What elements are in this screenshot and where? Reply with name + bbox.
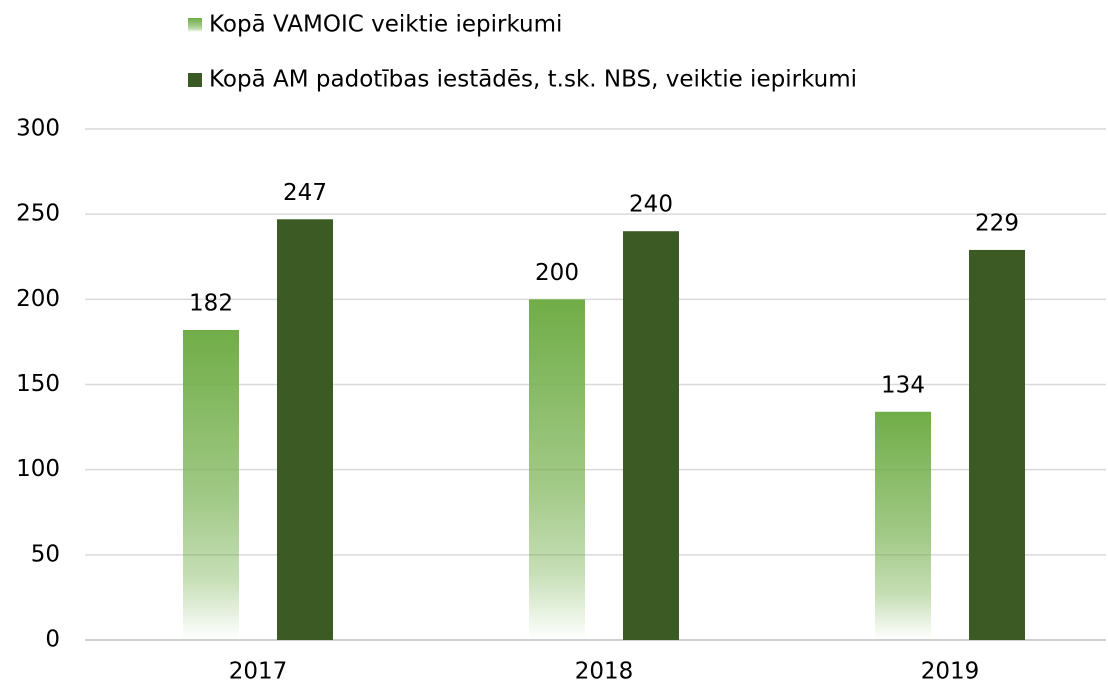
bar	[875, 411, 931, 640]
y-tick-label: 0	[45, 627, 60, 653]
legend-label: Kopā VAMOIC veiktie iepirkumi	[209, 12, 562, 38]
bar	[969, 249, 1025, 641]
legend-swatch	[188, 18, 202, 32]
legend-label: Kopā AM padotības iestādēs, t.sk. NBS, v…	[209, 67, 857, 93]
legend-swatch	[188, 73, 202, 87]
bar	[529, 299, 585, 640]
value-label: 240	[629, 192, 673, 218]
y-tick-label: 250	[16, 201, 60, 227]
x-tick-label: 2018	[575, 659, 634, 685]
value-label: 229	[975, 210, 1019, 236]
value-label: 247	[283, 180, 327, 206]
bar	[623, 231, 679, 640]
value-label: 200	[535, 260, 579, 286]
y-tick-label: 200	[16, 286, 60, 312]
bar	[183, 329, 239, 640]
x-tick-label: 2017	[229, 659, 288, 685]
y-tick-label: 300	[16, 116, 60, 142]
value-label: 134	[881, 372, 925, 398]
x-tick-label: 2019	[921, 659, 980, 685]
bar	[277, 219, 333, 640]
y-tick-label: 50	[31, 541, 60, 567]
y-tick-label: 150	[16, 371, 60, 397]
value-label: 182	[189, 290, 233, 316]
y-tick-label: 100	[16, 456, 60, 482]
